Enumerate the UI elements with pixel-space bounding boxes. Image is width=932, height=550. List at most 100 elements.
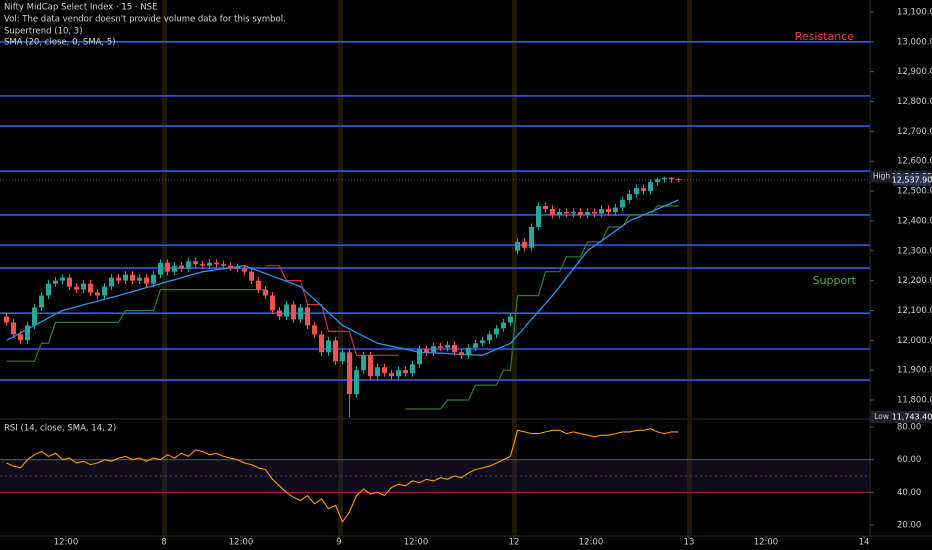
candle-body xyxy=(123,274,129,281)
candle-body xyxy=(353,370,359,395)
candle-body xyxy=(528,226,534,248)
last-price-box xyxy=(893,173,931,186)
supertrend-up xyxy=(6,289,266,362)
y-tick-label: 13,100.00 xyxy=(897,7,932,17)
rsi-title: RSI (14, close, SMA, 14, 2) xyxy=(4,424,116,434)
candle-body xyxy=(430,346,436,353)
candle-body xyxy=(165,262,171,272)
candle-body xyxy=(619,200,625,208)
supertrend-up xyxy=(405,205,679,410)
y-tick-label: 13,000.00 xyxy=(897,37,932,47)
chart-title: Nifty MidCap Select Index · 15 · NSE xyxy=(4,3,157,13)
candle-body xyxy=(256,280,262,290)
candle-body xyxy=(242,268,248,272)
candle-body xyxy=(381,367,387,374)
candle-body xyxy=(263,289,269,296)
candle-body xyxy=(102,286,108,296)
y-tick-label: 12,500.00 xyxy=(897,187,932,197)
candle-body xyxy=(507,316,513,323)
low-marker-tag xyxy=(871,410,892,423)
candle-body xyxy=(74,286,80,290)
candle-body xyxy=(193,261,199,265)
candle-body xyxy=(39,295,45,308)
y-tick-label: 12,200.00 xyxy=(897,276,932,286)
x-tick-label: 13 xyxy=(684,538,695,548)
candle-body xyxy=(556,211,562,215)
candle-body xyxy=(374,367,380,377)
candle-body xyxy=(200,264,206,266)
candle-body xyxy=(151,274,157,284)
candle-body xyxy=(67,277,73,287)
candle-body xyxy=(207,262,213,266)
candle-body xyxy=(137,277,143,281)
candle-body xyxy=(284,304,290,317)
candle-body xyxy=(360,355,366,371)
candle-body xyxy=(311,325,317,335)
candle-body xyxy=(388,373,394,377)
candle-body xyxy=(465,347,471,356)
candle-body xyxy=(88,283,94,293)
y-tick-label: 11,900.00 xyxy=(897,366,932,376)
candle-body xyxy=(591,211,597,214)
annotation: Resistance xyxy=(795,30,855,43)
candle-body xyxy=(291,304,296,320)
y-tick-label: 12,800.00 xyxy=(897,97,932,107)
candle-body xyxy=(605,209,611,212)
x-tick-label: 9 xyxy=(336,538,341,548)
y-tick-label: 40.00 xyxy=(897,488,921,498)
candle-body xyxy=(249,271,255,281)
candle-body xyxy=(395,370,401,377)
low-marker-value: 11,743.40 xyxy=(892,412,932,421)
rsi-band-fill xyxy=(0,459,870,493)
candle-body xyxy=(32,307,38,326)
x-tick-label: 8 xyxy=(161,538,166,548)
y-tick-label: 12,400.00 xyxy=(897,216,932,226)
candle-body xyxy=(60,277,66,281)
y-tick-label: 20.00 xyxy=(897,521,921,531)
candle-body xyxy=(521,241,527,248)
annotation: Support xyxy=(813,274,857,287)
y-tick-label: 80.00 xyxy=(897,423,921,433)
candle-body xyxy=(325,340,331,353)
sma-line xyxy=(6,199,679,356)
candle-body xyxy=(304,307,310,326)
last-price-value: 12,537.90 xyxy=(892,175,932,184)
candle-body xyxy=(661,177,667,180)
candle-body xyxy=(640,188,646,192)
candle-body xyxy=(4,316,10,323)
candle-body xyxy=(332,340,338,362)
y-tick-label: 12,100.00 xyxy=(897,306,932,316)
candle-body xyxy=(584,211,590,215)
candle-body xyxy=(612,207,618,212)
candle-body xyxy=(11,322,17,335)
candle-body xyxy=(486,334,492,341)
candle-body xyxy=(654,179,660,183)
x-tick-label: 12:00 xyxy=(754,538,779,548)
candle-body xyxy=(109,277,115,287)
low-marker-box xyxy=(893,410,931,423)
candle-body xyxy=(570,211,576,214)
x-tick-label: 12:00 xyxy=(54,538,79,548)
candle-body xyxy=(221,264,227,266)
candle-body xyxy=(367,355,373,377)
y-tick-label: 12,700.00 xyxy=(897,127,932,137)
candle-body xyxy=(186,261,192,269)
x-tick-label: 14 xyxy=(859,538,870,548)
candle-body xyxy=(479,340,485,344)
y-tick-label: 12,000.00 xyxy=(897,336,932,346)
candle-body xyxy=(444,344,450,348)
y-tick-label: 11,800.00 xyxy=(897,396,932,406)
candle-body xyxy=(228,265,234,268)
candle-body xyxy=(25,325,31,341)
candle-body xyxy=(179,265,185,269)
candle-body xyxy=(542,206,548,209)
candle-body xyxy=(130,274,136,281)
candle-body xyxy=(458,352,464,356)
candle-body xyxy=(81,283,87,290)
x-tick-label: 12:00 xyxy=(229,538,254,548)
candle-body xyxy=(402,370,408,374)
candle-body xyxy=(172,265,178,272)
candle-body xyxy=(235,267,241,269)
candle-body xyxy=(598,209,604,214)
